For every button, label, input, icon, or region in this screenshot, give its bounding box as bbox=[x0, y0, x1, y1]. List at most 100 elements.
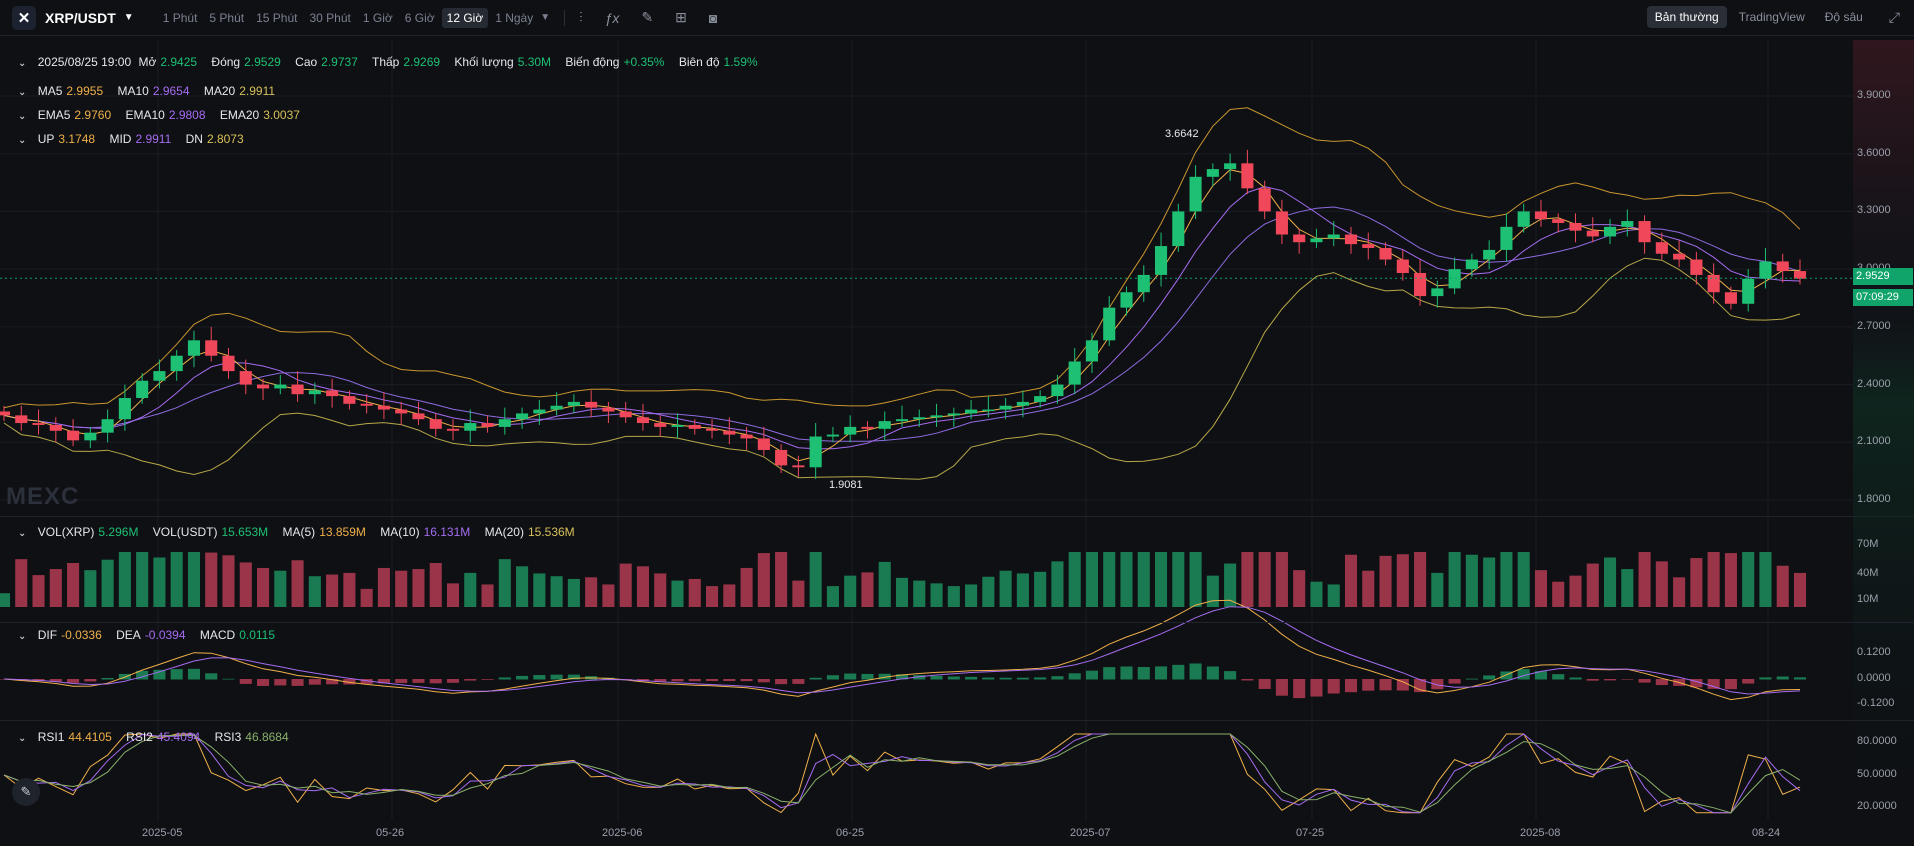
edit-drawing-icon[interactable]: ✎ bbox=[12, 778, 40, 806]
volume-bar-22 bbox=[377, 567, 390, 607]
macd-bar-26 bbox=[446, 679, 460, 683]
macd-bar-30 bbox=[516, 675, 529, 680]
view-tab-depth[interactable]: Độ sâu bbox=[1824, 10, 1863, 24]
macd-chevron-icon[interactable]: ⌄ bbox=[18, 631, 27, 642]
candle-type-icon[interactable]: ⫶ bbox=[579, 9, 583, 25]
boll-lower-line bbox=[3, 257, 1801, 480]
volume-bar-30 bbox=[516, 566, 529, 607]
ma-chevron-icon[interactable]: ⌄ bbox=[18, 87, 27, 98]
volume-bar-12 bbox=[205, 552, 218, 607]
candle-body-38 bbox=[654, 423, 667, 427]
volume-chevron-icon[interactable]: ⌄ bbox=[18, 528, 27, 539]
volume-bar-1 bbox=[15, 559, 28, 607]
rsi-tick-0: 80.0000 bbox=[1857, 735, 1897, 747]
interval-tab-2[interactable]: 15 Phút bbox=[256, 10, 298, 25]
volume-bar-62 bbox=[1068, 552, 1081, 607]
fullscreen-icon[interactable]: ⤢ bbox=[1888, 8, 1900, 25]
macd-bar-75 bbox=[1293, 679, 1306, 699]
volume-bar-48 bbox=[826, 586, 839, 607]
volume-bar-24 bbox=[412, 569, 425, 607]
interval-tab-5[interactable]: 6 Giờ bbox=[404, 10, 435, 25]
boll-chevron-icon[interactable]: ⌄ bbox=[18, 135, 27, 146]
candle-body-83 bbox=[1431, 288, 1444, 297]
boll-mid-label: MID bbox=[109, 132, 132, 146]
symbol-caret-icon[interactable]: ▼ bbox=[123, 12, 134, 23]
volume-bar-19 bbox=[326, 574, 339, 607]
interval-tab-4[interactable]: 1 Giờ bbox=[362, 10, 393, 25]
macd-bar-32 bbox=[550, 674, 563, 680]
symbol-selector[interactable]: XRP/USDT bbox=[45, 9, 116, 26]
candle-body-100 bbox=[1724, 292, 1737, 304]
volume-bar-25 bbox=[429, 563, 442, 607]
candle-body-64 bbox=[1103, 307, 1116, 341]
macd-bar-61 bbox=[1051, 676, 1064, 680]
camera-icon[interactable]: ◙ bbox=[708, 9, 718, 26]
volume-bar-8 bbox=[136, 552, 149, 607]
macd-bar-5 bbox=[84, 679, 97, 682]
interval-tab-6[interactable]: 12 Giờ bbox=[441, 7, 489, 28]
collapse-chevron-icon[interactable]: ⌄ bbox=[18, 58, 27, 69]
macd-tick-2: -0.1200 bbox=[1857, 697, 1895, 709]
macd-bar-89 bbox=[1534, 671, 1548, 680]
volume-bar-95 bbox=[1638, 552, 1651, 607]
price-tick-5: 2.4000 bbox=[1857, 377, 1891, 390]
interval-tab-7[interactable]: 1 Ngày bbox=[495, 10, 534, 25]
macd-bar-102 bbox=[1759, 677, 1772, 680]
mexc-logo-icon[interactable]: ✕ bbox=[12, 5, 36, 30]
view-tab-standard[interactable]: Bản thường bbox=[1646, 6, 1727, 28]
volume-bar-97 bbox=[1673, 577, 1686, 607]
pane-divider-rsi bbox=[0, 720, 1914, 721]
rsi-chevron-icon[interactable]: ⌄ bbox=[18, 733, 27, 744]
candle-body-20 bbox=[343, 396, 356, 404]
volume-bar-10 bbox=[170, 552, 183, 607]
macd-bar-25 bbox=[429, 679, 442, 684]
boll-mid-value: 2.9911 bbox=[135, 132, 172, 146]
ma20-line bbox=[3, 206, 1801, 442]
volume-bar-26 bbox=[446, 583, 460, 607]
volume-bar-72 bbox=[1241, 552, 1254, 607]
volume-bar-42 bbox=[723, 584, 736, 607]
volume-bar-47 bbox=[809, 552, 822, 607]
macd-bar-74 bbox=[1275, 679, 1288, 696]
interval-more-caret-icon[interactable]: ▼ bbox=[540, 12, 551, 23]
macd-bar-13 bbox=[222, 678, 235, 680]
volume-bar-39 bbox=[671, 580, 684, 607]
layout-grid-icon[interactable]: ⊞ bbox=[675, 9, 687, 25]
candle-body-40 bbox=[688, 424, 701, 429]
draw-pencil-icon[interactable]: ✎ bbox=[641, 9, 654, 25]
macd-bar-54 bbox=[930, 675, 943, 680]
vol-ma10-value: 16.131M bbox=[423, 525, 471, 539]
macd-bar-71 bbox=[1224, 671, 1237, 680]
candle-body-28 bbox=[481, 423, 494, 427]
candle-body-55 bbox=[947, 413, 960, 416]
volume-bar-82 bbox=[1414, 552, 1427, 607]
ema-chevron-icon[interactable]: ⌄ bbox=[18, 111, 27, 122]
volume-bar-28 bbox=[481, 584, 494, 607]
volume-bar-2 bbox=[32, 575, 45, 607]
view-tab-tradingview[interactable]: TradingView bbox=[1738, 10, 1805, 24]
candle-body-52 bbox=[895, 419, 909, 422]
volume-bar-84 bbox=[1448, 552, 1461, 607]
ma5-label: MA5 bbox=[37, 84, 63, 98]
macd-bar-41 bbox=[705, 679, 719, 682]
interval-tab-0[interactable]: 1 Phút bbox=[162, 10, 198, 25]
candle-body-6 bbox=[101, 419, 114, 433]
volume-bar-11 bbox=[187, 552, 201, 607]
change-label: Biến động bbox=[565, 55, 620, 69]
indicator-fx-icon[interactable]: ƒx bbox=[604, 9, 620, 26]
candle-body-45 bbox=[775, 449, 788, 466]
interval-tab-1[interactable]: 5 Phút bbox=[209, 10, 245, 25]
rsi1-line bbox=[3, 732, 1801, 814]
rsi1-label: RSI1 bbox=[37, 730, 65, 744]
volume-bar-87 bbox=[1500, 552, 1513, 607]
interval-tab-3[interactable]: 30 Phút bbox=[309, 10, 351, 25]
time-tick-0: 2025-05 bbox=[142, 827, 183, 839]
candle-body-21 bbox=[360, 403, 373, 406]
vol-xrp-value: 5.296M bbox=[98, 525, 139, 539]
macd-bar-58 bbox=[999, 677, 1012, 680]
volume-bar-66 bbox=[1137, 552, 1150, 607]
volume-bar-81 bbox=[1396, 554, 1409, 607]
candle-body-54 bbox=[930, 415, 943, 418]
volume-bar-41 bbox=[705, 586, 719, 607]
